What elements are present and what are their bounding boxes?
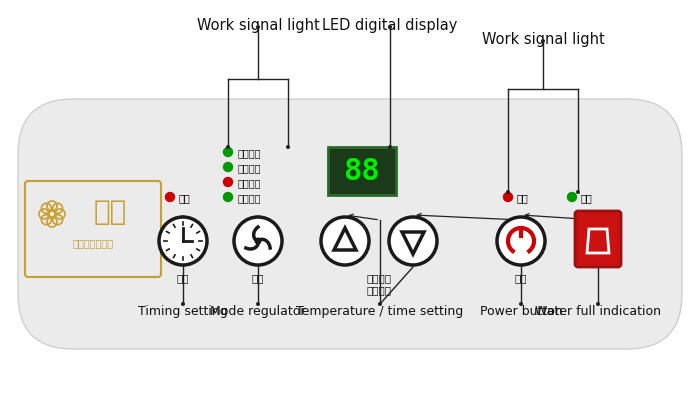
Text: 强力除湿: 强力除湿 bbox=[238, 162, 262, 172]
Bar bbox=[328, 148, 396, 196]
Text: Mode regulator: Mode regulator bbox=[210, 304, 306, 317]
Circle shape bbox=[389, 217, 437, 265]
Circle shape bbox=[506, 190, 510, 194]
Circle shape bbox=[388, 26, 392, 30]
Text: Work signal light: Work signal light bbox=[197, 18, 319, 33]
Circle shape bbox=[256, 302, 260, 306]
Text: 满水: 满水 bbox=[581, 192, 593, 203]
Circle shape bbox=[255, 238, 262, 245]
Text: 正常除湿: 正常除湿 bbox=[238, 178, 262, 188]
Circle shape bbox=[223, 178, 232, 187]
Text: 智能变频除湿器: 智能变频除湿器 bbox=[72, 237, 113, 247]
Circle shape bbox=[181, 302, 185, 306]
Circle shape bbox=[234, 217, 282, 265]
FancyBboxPatch shape bbox=[575, 211, 621, 267]
Text: Work signal light: Work signal light bbox=[482, 32, 604, 47]
Circle shape bbox=[256, 26, 260, 30]
Circle shape bbox=[223, 148, 232, 157]
Text: 智能除湿: 智能除湿 bbox=[238, 192, 262, 203]
Text: Temperature / time setting: Temperature / time setting bbox=[296, 304, 463, 317]
FancyBboxPatch shape bbox=[18, 100, 682, 349]
Circle shape bbox=[223, 193, 232, 202]
Circle shape bbox=[378, 302, 382, 306]
Text: 四核: 四核 bbox=[93, 198, 127, 225]
Circle shape bbox=[596, 302, 600, 306]
Text: Water full indication: Water full indication bbox=[535, 304, 661, 317]
Circle shape bbox=[226, 146, 230, 150]
Circle shape bbox=[541, 40, 545, 44]
Text: 温度选择
时间设定: 温度选择 时间设定 bbox=[367, 272, 391, 295]
Text: 88: 88 bbox=[344, 157, 380, 186]
Text: 定时: 定时 bbox=[177, 272, 189, 282]
Text: Power button: Power button bbox=[480, 304, 562, 317]
Text: 模式: 模式 bbox=[252, 272, 264, 282]
Text: LED digital display: LED digital display bbox=[322, 18, 458, 33]
Text: 电源: 电源 bbox=[517, 192, 528, 203]
Text: 电源: 电源 bbox=[514, 272, 527, 282]
Circle shape bbox=[576, 190, 580, 194]
Circle shape bbox=[497, 217, 545, 265]
Circle shape bbox=[568, 193, 577, 202]
Circle shape bbox=[321, 217, 369, 265]
Circle shape bbox=[286, 146, 290, 150]
Circle shape bbox=[165, 193, 174, 202]
FancyBboxPatch shape bbox=[25, 182, 161, 277]
Text: 空气净化: 空气净化 bbox=[238, 148, 262, 158]
Circle shape bbox=[503, 193, 512, 202]
Circle shape bbox=[388, 146, 392, 150]
Text: Timing setting: Timing setting bbox=[138, 304, 228, 317]
Text: 定时: 定时 bbox=[179, 192, 190, 203]
Circle shape bbox=[159, 217, 207, 265]
Circle shape bbox=[223, 163, 232, 172]
Circle shape bbox=[519, 302, 523, 306]
